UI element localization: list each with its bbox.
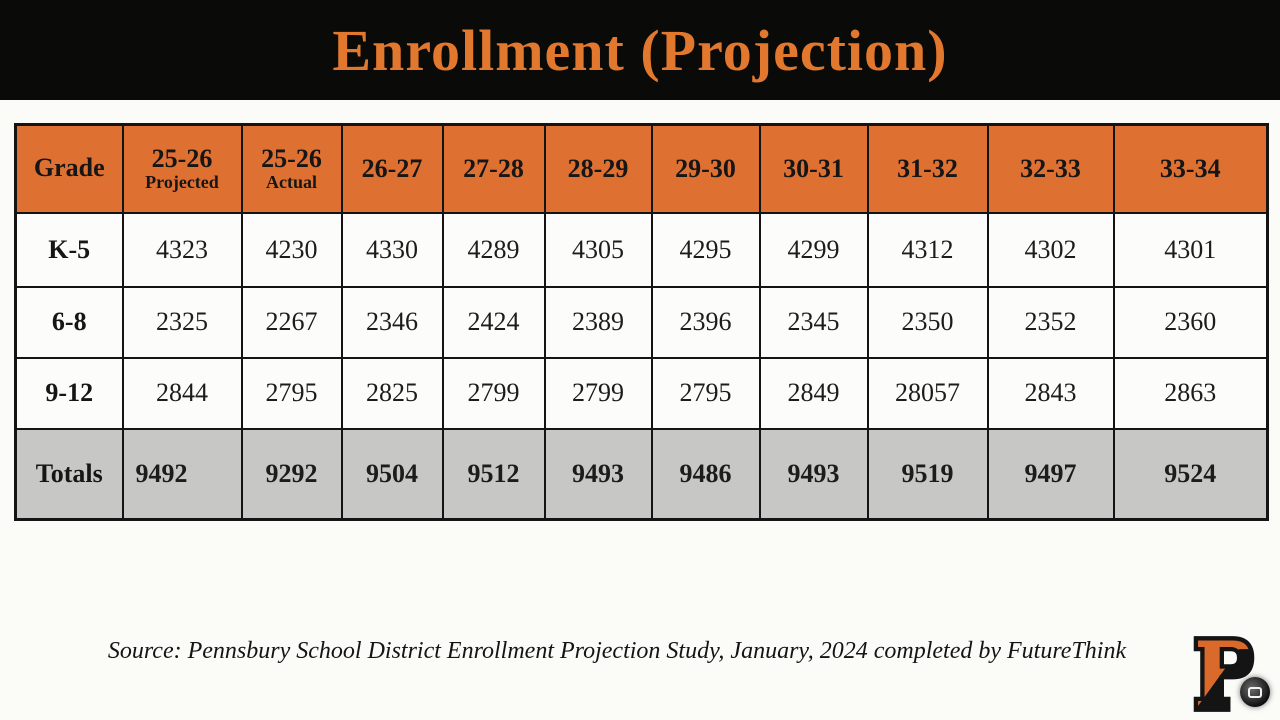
row-label-k5: K-5	[14, 211, 124, 288]
table-cell: 2795	[650, 356, 761, 430]
table-cell: 4312	[866, 211, 989, 288]
col-header-33-34: 33-34	[1112, 123, 1269, 214]
table-cell: 2799	[441, 356, 546, 430]
enrollment-table-container: Grade 25-26 Projected 25-26 Actual 26-27…	[14, 123, 1269, 521]
table-cell: 9292	[240, 427, 343, 521]
row-label-6-8: 6-8	[14, 285, 124, 359]
table-cell: 2350	[866, 285, 989, 359]
header-sublabel-text: Projected	[145, 172, 219, 193]
table-row-6-8: 6-8 2325 2267 2346 2424 2389 2396 2345 2…	[14, 285, 1269, 359]
table-row-k5: K-5 4323 4230 4330 4289 4305 4295 4299 4…	[14, 211, 1269, 288]
table-cell: 9492	[121, 427, 243, 521]
table-cell: 2396	[650, 285, 761, 359]
table-cell: 2825	[340, 356, 444, 430]
table-cell: 2345	[758, 285, 869, 359]
table-cell: 9486	[650, 427, 761, 521]
pennsbury-logo	[1184, 634, 1264, 714]
table-cell: 2360	[1112, 285, 1269, 359]
table-cell: 4295	[650, 211, 761, 288]
table-row-totals: Totals 9492 9292 9504 9512 9493 9486 949…	[14, 427, 1269, 521]
slide-title-banner: Enrollment (Projection)	[0, 0, 1280, 100]
widget-square-icon	[1248, 686, 1262, 698]
overlay-widget-button[interactable]	[1240, 677, 1270, 707]
col-header-27-28: 27-28	[441, 123, 546, 214]
col-header-29-30: 29-30	[650, 123, 761, 214]
col-header-31-32: 31-32	[866, 123, 989, 214]
table-cell: 2352	[986, 285, 1115, 359]
table-cell: 28057	[866, 356, 989, 430]
col-header-26-27: 26-27	[340, 123, 444, 214]
col-header-grade: Grade	[14, 123, 124, 214]
table-cell: 4230	[240, 211, 343, 288]
table-cell: 2346	[340, 285, 444, 359]
table-cell: 2844	[121, 356, 243, 430]
col-header-30-31: 30-31	[758, 123, 869, 214]
table-cell: 2267	[240, 285, 343, 359]
table-cell: 4289	[441, 211, 546, 288]
enrollment-table: Grade 25-26 Projected 25-26 Actual 26-27…	[14, 123, 1269, 521]
table-cell: 4305	[543, 211, 653, 288]
table-cell: 9504	[340, 427, 444, 521]
table-cell: 4323	[121, 211, 243, 288]
table-cell: 4301	[1112, 211, 1269, 288]
row-label-9-12: 9-12	[14, 356, 124, 430]
table-cell: 2843	[986, 356, 1115, 430]
table-cell: 2849	[758, 356, 869, 430]
table-cell: 2424	[441, 285, 546, 359]
p-letter-icon	[1193, 636, 1255, 712]
table-cell: 2799	[543, 356, 653, 430]
table-cell: 9493	[758, 427, 869, 521]
header-year-text: 25-26	[151, 143, 213, 173]
table-cell: 9497	[986, 427, 1115, 521]
col-header-28-29: 28-29	[543, 123, 653, 214]
table-cell: 9524	[1112, 427, 1269, 521]
table-header-row: Grade 25-26 Projected 25-26 Actual 26-27…	[14, 123, 1269, 214]
header-year-text: 25-26	[261, 143, 322, 173]
header-text: Grade	[33, 153, 105, 183]
table-cell: 9512	[441, 427, 546, 521]
row-label-totals: Totals	[14, 427, 124, 521]
table-cell: 4330	[340, 211, 444, 288]
table-row-9-12: 9-12 2844 2795 2825 2799 2799 2795 2849 …	[14, 356, 1269, 430]
col-header-25-26-actual: 25-26 Actual	[240, 123, 343, 214]
table-cell: 4299	[758, 211, 869, 288]
table-cell: 2325	[121, 285, 243, 359]
table-cell: 9519	[866, 427, 989, 521]
col-header-32-33: 32-33	[986, 123, 1115, 214]
source-note: Source: Pennsbury School District Enroll…	[107, 638, 1127, 664]
col-header-25-26-projected: 25-26 Projected	[121, 123, 243, 214]
header-sublabel-text: Actual	[266, 172, 317, 193]
table-cell: 2863	[1112, 356, 1269, 430]
table-cell: 2795	[240, 356, 343, 430]
table-cell: 2389	[543, 285, 653, 359]
table-cell: 4302	[986, 211, 1115, 288]
slide-title: Enrollment (Projection)	[332, 17, 948, 83]
table-cell: 9493	[543, 427, 653, 521]
